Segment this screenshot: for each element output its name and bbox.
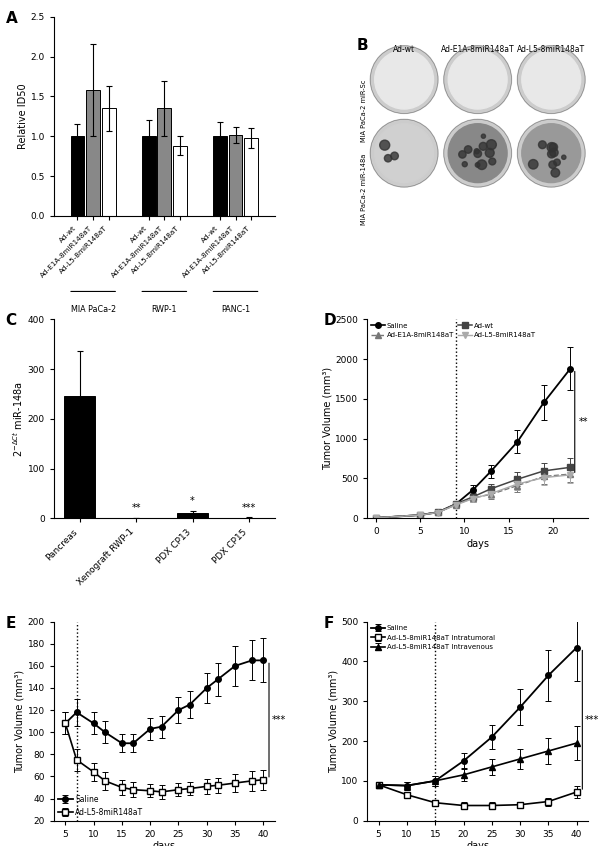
- Y-axis label: Relative ID50: Relative ID50: [18, 84, 28, 149]
- Circle shape: [477, 160, 487, 169]
- Circle shape: [562, 155, 566, 159]
- Circle shape: [444, 46, 512, 113]
- Text: MIA PaCa-2 miR-148a: MIA PaCa-2 miR-148a: [361, 153, 367, 224]
- Circle shape: [475, 162, 480, 168]
- Circle shape: [462, 162, 467, 167]
- Text: MIA PaCa-2 miR-Sc: MIA PaCa-2 miR-Sc: [361, 80, 367, 142]
- Circle shape: [374, 124, 434, 183]
- Text: F: F: [323, 616, 334, 631]
- Text: B: B: [356, 38, 368, 53]
- Bar: [102, 108, 116, 216]
- Circle shape: [529, 160, 538, 169]
- Circle shape: [474, 150, 482, 157]
- Circle shape: [489, 158, 496, 165]
- Bar: [157, 108, 171, 216]
- Text: E: E: [5, 616, 16, 631]
- Text: ***: ***: [242, 503, 256, 513]
- Circle shape: [517, 46, 585, 113]
- Circle shape: [374, 50, 434, 109]
- Bar: [86, 91, 100, 216]
- Circle shape: [370, 119, 438, 187]
- Bar: [64, 397, 95, 519]
- Circle shape: [522, 50, 581, 109]
- Text: Ad-L5-8miR148aT: Ad-L5-8miR148aT: [517, 45, 585, 54]
- Text: *: *: [190, 496, 195, 506]
- Bar: [244, 138, 258, 216]
- Text: ***: ***: [272, 715, 286, 725]
- Circle shape: [385, 155, 392, 162]
- Circle shape: [517, 119, 585, 187]
- Text: RWP-1: RWP-1: [152, 305, 177, 315]
- Circle shape: [448, 124, 507, 183]
- Bar: [71, 136, 85, 216]
- Text: D: D: [323, 313, 336, 328]
- Text: **: **: [579, 417, 589, 427]
- Text: MIA PaCa-2: MIA PaCa-2: [71, 305, 116, 315]
- Circle shape: [474, 149, 479, 154]
- Text: A: A: [5, 11, 17, 26]
- Circle shape: [380, 140, 390, 150]
- Text: ***: ***: [585, 715, 599, 725]
- Circle shape: [391, 152, 398, 160]
- Y-axis label: Tumor Volume (mm³): Tumor Volume (mm³): [15, 669, 25, 772]
- Circle shape: [459, 151, 466, 158]
- Circle shape: [539, 140, 546, 149]
- Y-axis label: 2$^{-\Delta Ct}$ miR-148a: 2$^{-\Delta Ct}$ miR-148a: [11, 381, 25, 457]
- Bar: [173, 146, 187, 216]
- Legend: Saline, Ad-E1A-8miR148aT, Ad-wt, Ad-L5-8miR148aT: Saline, Ad-E1A-8miR148aT, Ad-wt, Ad-L5-8…: [371, 323, 536, 338]
- Circle shape: [547, 143, 556, 151]
- Circle shape: [464, 146, 472, 153]
- Bar: [142, 136, 155, 216]
- Circle shape: [481, 135, 485, 138]
- X-axis label: days: days: [466, 842, 489, 846]
- Circle shape: [444, 119, 512, 187]
- Circle shape: [549, 161, 556, 168]
- Circle shape: [485, 148, 494, 157]
- Circle shape: [554, 159, 560, 166]
- Bar: [177, 514, 208, 519]
- Text: PANC-1: PANC-1: [221, 305, 250, 315]
- Text: Ad-wt: Ad-wt: [393, 45, 415, 54]
- Legend: Saline, Ad-L5-8miR148aT Intratumoral, Ad-L5-8miR148aT Intravenous: Saline, Ad-L5-8miR148aT Intratumoral, Ad…: [371, 625, 495, 650]
- Bar: [229, 135, 242, 216]
- Circle shape: [370, 46, 438, 113]
- Text: C: C: [5, 313, 17, 328]
- X-axis label: days: days: [153, 842, 176, 846]
- Circle shape: [479, 142, 487, 151]
- Legend: Saline, Ad-L5-8miR148aT: Saline, Ad-L5-8miR148aT: [58, 795, 143, 816]
- Circle shape: [522, 124, 581, 183]
- Circle shape: [548, 150, 556, 158]
- Y-axis label: Tumor Volume (mm³): Tumor Volume (mm³): [328, 669, 338, 772]
- Text: Ad-E1A-8miR148aT: Ad-E1A-8miR148aT: [441, 45, 514, 54]
- Bar: [213, 136, 227, 216]
- Circle shape: [550, 148, 558, 157]
- Circle shape: [551, 168, 560, 177]
- Circle shape: [487, 140, 496, 150]
- Text: **: **: [131, 503, 141, 514]
- Y-axis label: Tumor Volume (mm³): Tumor Volume (mm³): [323, 367, 332, 470]
- Circle shape: [550, 143, 557, 151]
- Circle shape: [448, 50, 507, 109]
- X-axis label: days: days: [466, 539, 489, 549]
